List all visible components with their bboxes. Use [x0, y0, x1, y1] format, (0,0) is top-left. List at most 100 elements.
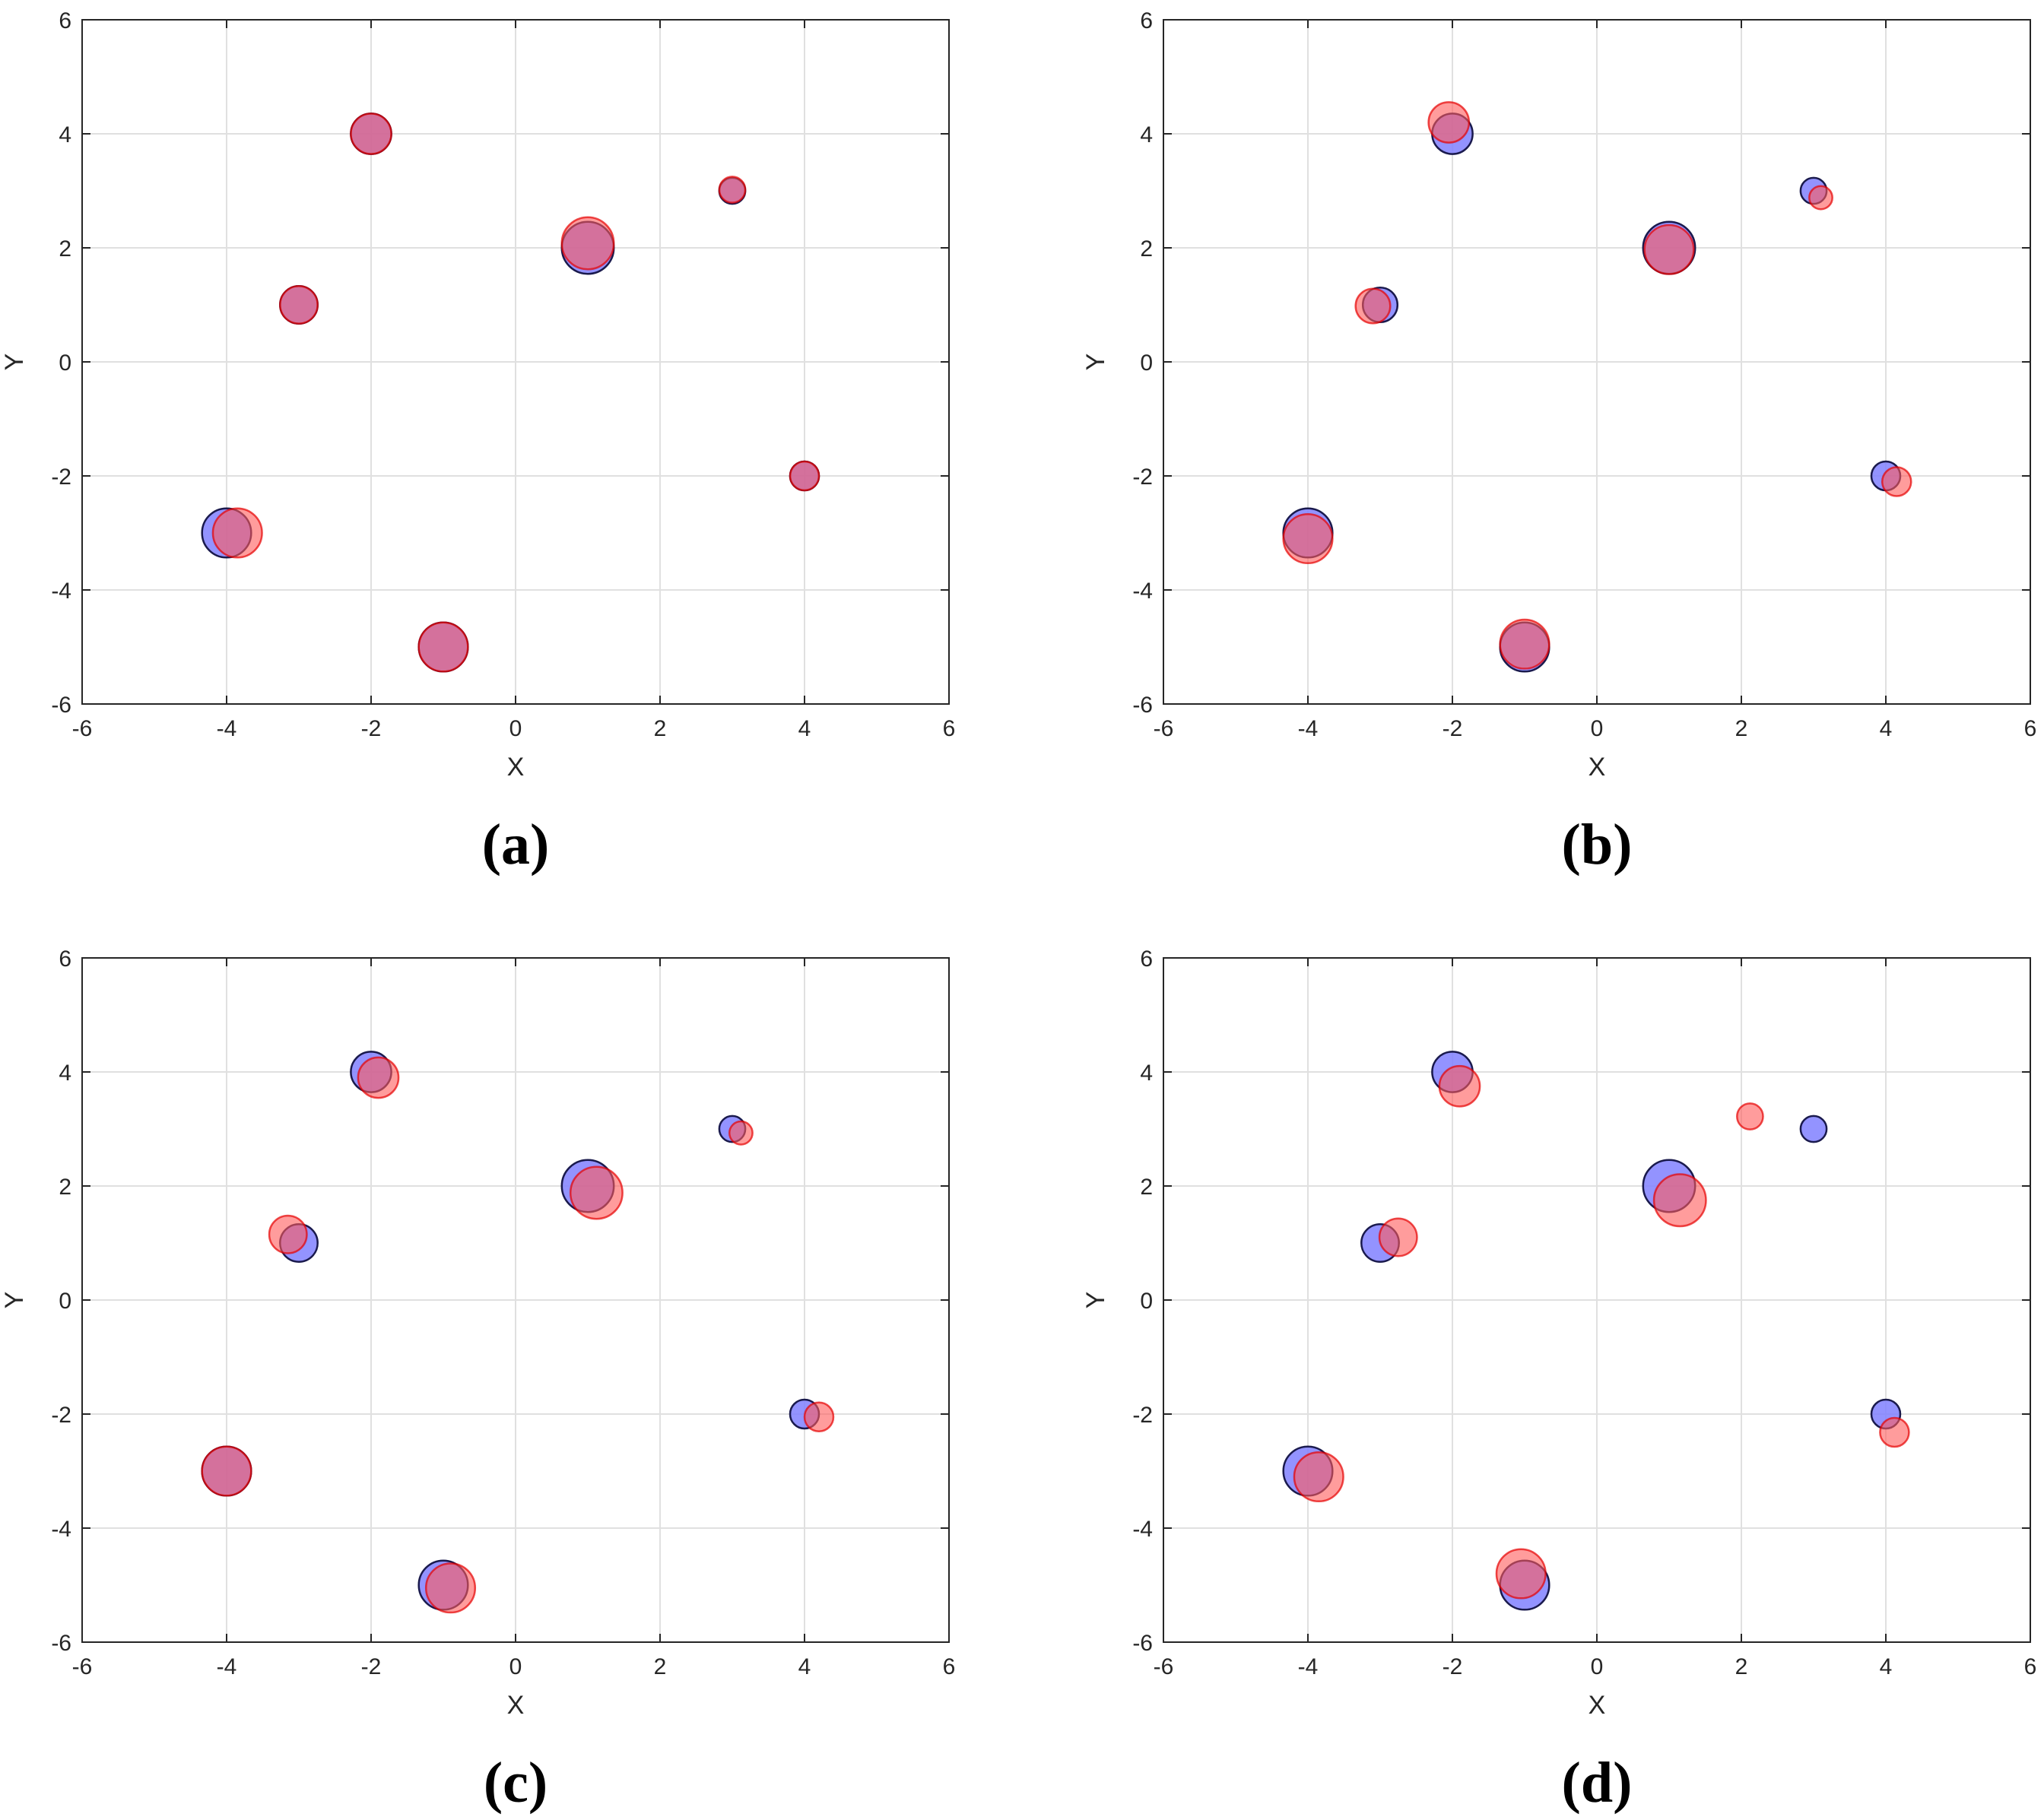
y-tick-label: -4 [1132, 579, 1153, 604]
marker-estimated-position [1879, 1416, 1910, 1448]
x-tick-label: 6 [2024, 1654, 2037, 1679]
x-tick-label: -2 [361, 716, 382, 741]
panel-label: (b) [1562, 813, 1633, 877]
x-tick-label: 0 [509, 1654, 522, 1679]
y-tick-label: 0 [1140, 1289, 1153, 1314]
marker-estimated-position [1354, 287, 1392, 325]
marker-estimated-position [201, 1445, 252, 1497]
panel-label: (c) [484, 1751, 548, 1815]
x-tick-label: -4 [1298, 716, 1319, 741]
marker-estimated-position [1438, 1064, 1481, 1108]
x-tick-label: -6 [72, 716, 93, 741]
x-tick-label: -2 [1443, 1654, 1463, 1679]
marker-estimated-position [1495, 1548, 1547, 1600]
y-tick-label: -2 [1132, 1403, 1153, 1428]
marker-estimated-position [1499, 618, 1550, 670]
x-tick-label: 6 [943, 1654, 956, 1679]
marker-estimated-position [1643, 224, 1695, 275]
chart-panel: -6 -4 -2 0 2 4 6 -6 -4 -2 0 2 4 6 X Y (c) [0, 947, 955, 1815]
x-tick-label: 4 [798, 716, 811, 741]
y-axis-label: Y [0, 1292, 29, 1309]
y-tick-label: 2 [1140, 1175, 1153, 1200]
x-tick-label: 0 [509, 716, 522, 741]
marker-estimated-position [1736, 1102, 1764, 1130]
marker-estimated-position [789, 460, 820, 492]
marker-estimated-position [279, 285, 319, 325]
y-tick-label: 0 [59, 350, 71, 376]
chart-panel: -6 -4 -2 0 2 4 6 -6 -4 -2 0 2 4 6 X Y (a) [0, 8, 955, 877]
x-tick-label: -2 [361, 1654, 382, 1679]
y-tick-label: 4 [1140, 1061, 1153, 1086]
marker-estimated-position [1378, 1217, 1418, 1257]
x-tick-label: 4 [798, 1654, 811, 1679]
y-tick-label: -2 [51, 1403, 71, 1428]
x-tick-label: 4 [1880, 716, 1893, 741]
marker-estimated-position [728, 1120, 754, 1146]
x-tick-label: 0 [1591, 1654, 1604, 1679]
y-tick-label: 2 [59, 236, 71, 262]
x-tick-label: -4 [217, 716, 237, 741]
marker-estimated-position [1808, 185, 1833, 211]
x-tick-label: -6 [1154, 716, 1174, 741]
x-tick-label: -6 [1154, 1654, 1174, 1679]
marker-estimated-position [803, 1401, 835, 1432]
x-axis-label: X [507, 753, 525, 782]
marker-estimated-position [211, 507, 263, 559]
marker-estimated-position [268, 1214, 308, 1254]
y-axis-label: Y [1081, 1292, 1110, 1309]
y-tick-label: -6 [1132, 1631, 1153, 1656]
y-tick-label: 6 [59, 8, 71, 33]
marker-estimated-position [569, 1165, 624, 1220]
chart-panel: -6 -4 -2 0 2 4 6 -6 -4 -2 0 2 4 6 X Y (b) [1081, 8, 2036, 877]
marker-estimated-position [1293, 1451, 1344, 1503]
panel-label: (d) [1562, 1751, 1633, 1815]
y-tick-label: -6 [51, 1631, 71, 1656]
y-tick-label: -2 [51, 465, 71, 490]
marker-estimated-position [1652, 1173, 1707, 1228]
x-tick-label: 2 [1735, 1654, 1748, 1679]
y-axis-label: Y [1081, 354, 1110, 371]
marker-estimated-position [560, 216, 615, 271]
y-tick-label: 0 [1140, 350, 1153, 376]
chart-panel: -6 -4 -2 0 2 4 6 -6 -4 -2 0 2 4 6 X Y (d) [1081, 947, 2036, 1815]
x-tick-label: 4 [1880, 1654, 1893, 1679]
marker-true-position [1799, 1115, 1828, 1143]
marker-estimated-position [357, 1056, 400, 1099]
y-tick-label: 0 [59, 1289, 71, 1314]
marker-estimated-position [718, 176, 747, 204]
y-tick-label: 6 [1140, 8, 1153, 33]
x-tick-label: 2 [654, 716, 667, 741]
panel-label: (a) [482, 813, 550, 877]
x-tick-label: 0 [1591, 716, 1604, 741]
y-tick-label: -6 [1132, 693, 1153, 718]
y-tick-label: -4 [1132, 1517, 1153, 1542]
x-tick-label: 6 [2024, 716, 2037, 741]
marker-estimated-position [424, 1562, 477, 1614]
y-tick-label: 2 [1140, 236, 1153, 262]
marker-estimated-position [1427, 101, 1471, 144]
marker-estimated-position [1881, 466, 1912, 497]
y-tick-label: 2 [59, 1175, 71, 1200]
y-tick-label: 4 [59, 122, 71, 147]
marker-estimated-position [350, 113, 392, 155]
y-tick-label: 6 [1140, 947, 1153, 972]
x-axis-label: X [1589, 753, 1606, 782]
x-tick-label: -2 [1443, 716, 1463, 741]
x-tick-label: 2 [1735, 716, 1748, 741]
y-tick-label: -4 [51, 579, 71, 604]
y-tick-label: 4 [59, 1061, 71, 1086]
marker-estimated-position [1282, 512, 1334, 565]
x-tick-label: 6 [943, 716, 956, 741]
y-tick-label: -2 [1132, 465, 1153, 490]
x-axis-label: X [1589, 1691, 1606, 1720]
y-tick-label: -6 [51, 693, 71, 718]
y-axis-label: Y [0, 354, 29, 371]
marker-estimated-position [417, 621, 469, 673]
x-tick-label: -4 [1298, 1654, 1319, 1679]
x-axis-label: X [507, 1691, 525, 1720]
x-tick-label: 2 [654, 1654, 667, 1679]
y-tick-label: -4 [51, 1517, 71, 1542]
x-tick-label: -6 [72, 1654, 93, 1679]
y-tick-label: 4 [1140, 122, 1153, 147]
